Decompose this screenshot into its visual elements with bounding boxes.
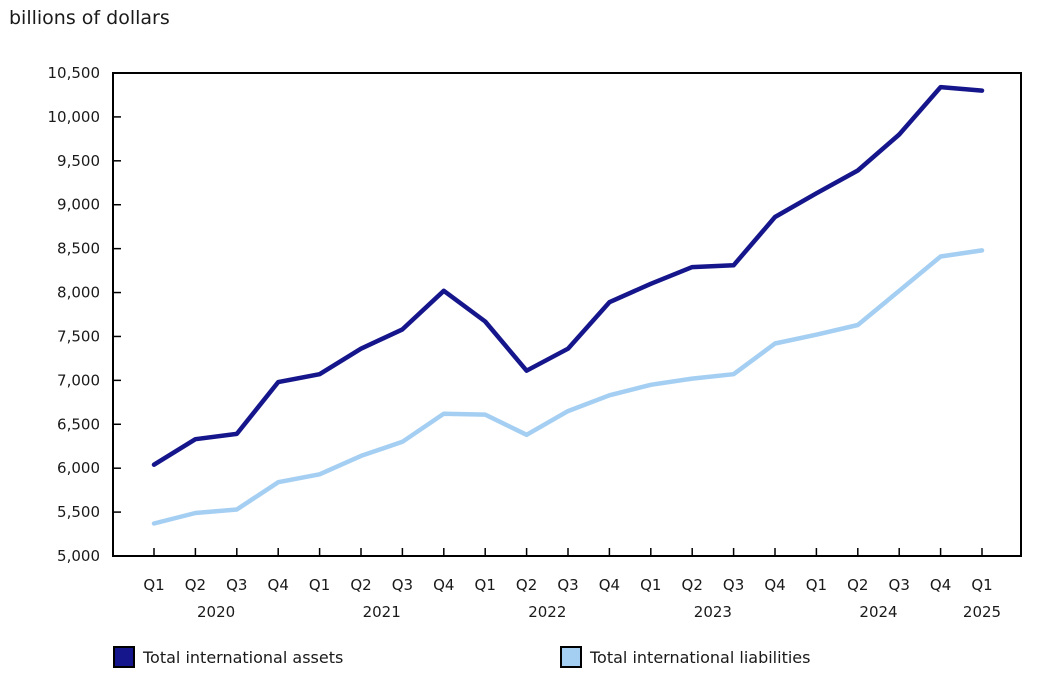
series-line-assets (151, 84, 985, 467)
x-axis-year-label: 2023 (694, 603, 732, 621)
x-axis-quarter-label: Q1 (309, 576, 330, 594)
x-axis-quarter-label: Q1 (640, 576, 661, 594)
x-axis-quarter-label: Q2 (185, 576, 206, 594)
series-line-liabilities (151, 248, 985, 526)
legend-swatch-icon (560, 646, 582, 668)
y-axis-tick-label: 6,000 (57, 459, 100, 477)
legend-item-liabilities: Total international liabilities (560, 645, 810, 669)
x-axis-year-label: 2022 (528, 603, 566, 621)
y-axis-tick-label: 10,500 (48, 64, 101, 82)
x-axis-year-label: 2021 (363, 603, 401, 621)
x-axis-quarter-label: Q4 (599, 576, 620, 594)
x-axis-year-label: 2020 (197, 603, 235, 621)
x-axis-quarter-label: Q1 (143, 576, 164, 594)
x-axis-year-label: 2025 (963, 603, 1001, 621)
y-axis-tick-label: 7,000 (57, 371, 100, 389)
x-axis-quarter-label: Q3 (889, 576, 910, 594)
x-axis-quarter-label: Q3 (557, 576, 578, 594)
x-axis-year-label: 2024 (859, 603, 897, 621)
x-axis-quarter-label: Q3 (723, 576, 744, 594)
y-axis-tick-label: 10,000 (48, 108, 101, 126)
x-axis-quarter-label: Q3 (392, 576, 413, 594)
y-axis-tick-label: 9,500 (57, 152, 100, 170)
chart-unit-label: billions of dollars (9, 7, 170, 29)
x-axis-quarter-label: Q2 (682, 576, 703, 594)
x-axis-quarter-label: Q1 (475, 576, 496, 594)
plot-frame (112, 72, 1022, 557)
x-axis-quarter-label: Q4 (764, 576, 785, 594)
legend-label: Total international assets (143, 647, 344, 667)
y-axis-tick-label: 8,500 (57, 240, 100, 258)
x-axis-quarter-label: Q3 (226, 576, 247, 594)
y-axis-tick-label: 9,000 (57, 196, 100, 214)
legend-item-assets: Total international assets (113, 645, 343, 669)
x-axis-quarter-label: Q2 (516, 576, 537, 594)
y-axis-tick-label: 8,000 (57, 284, 100, 302)
x-axis-quarter-label: Q2 (350, 576, 371, 594)
x-axis-quarter-label: Q2 (847, 576, 868, 594)
x-axis-quarter-label: Q1 (806, 576, 827, 594)
y-axis-tick-label: 6,500 (57, 415, 100, 433)
x-axis-quarter-label: Q4 (268, 576, 289, 594)
y-axis-tick-label: 5,000 (57, 547, 100, 565)
y-axis-tick-label: 7,500 (57, 327, 100, 345)
x-axis-quarter-label: Q4 (930, 576, 951, 594)
legend-label: Total international liabilities (590, 647, 811, 667)
legend-swatch-icon (113, 646, 135, 668)
x-axis-quarter-label: Q4 (433, 576, 454, 594)
x-axis-quarter-label: Q1 (971, 576, 992, 594)
y-axis-tick-label: 5,500 (57, 503, 100, 521)
